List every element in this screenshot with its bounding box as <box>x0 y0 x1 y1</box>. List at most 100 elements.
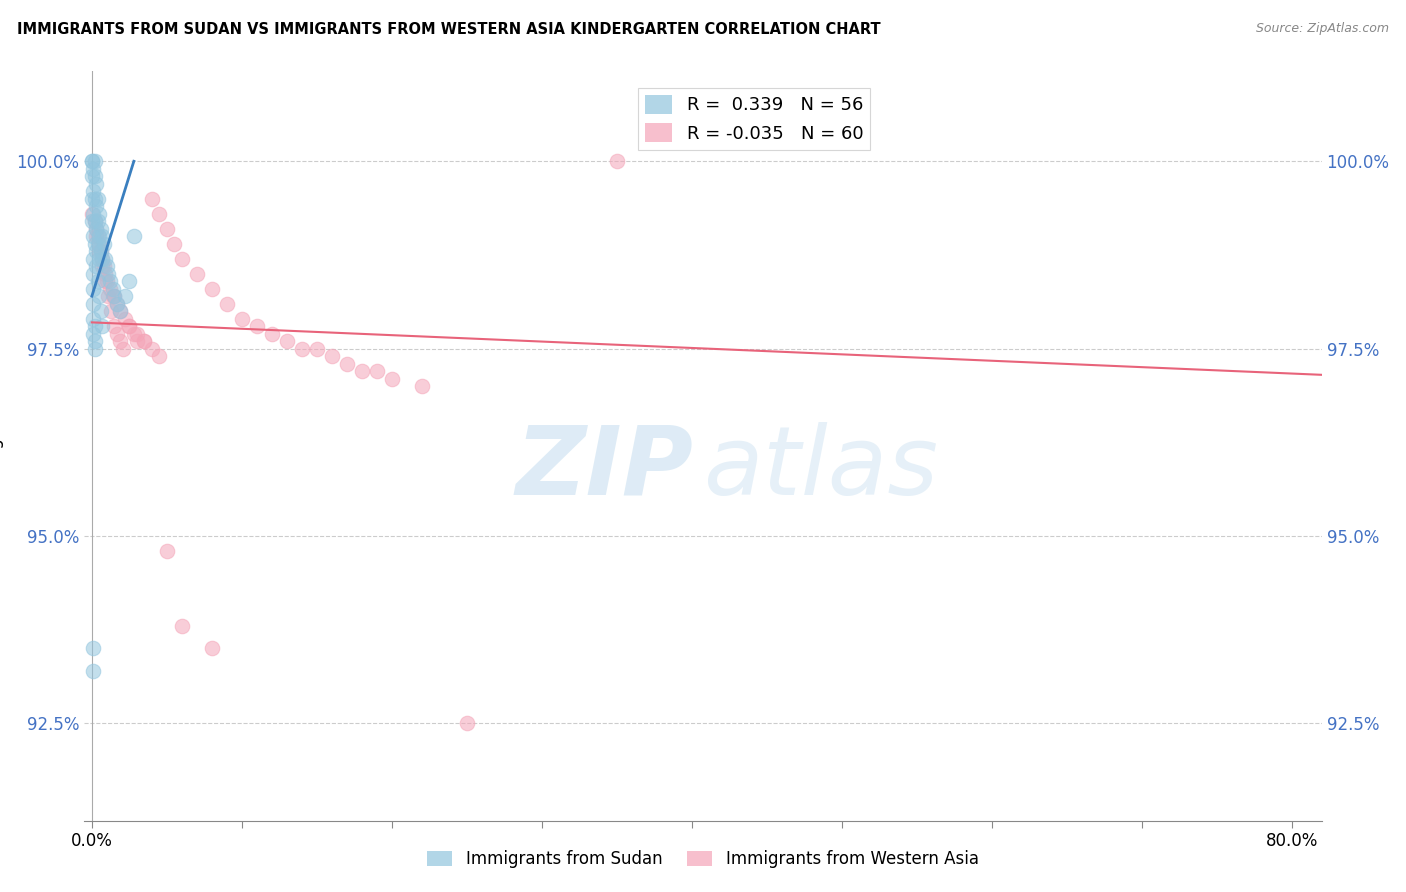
Point <box>86 221 108 235</box>
Point <box>89 207 111 221</box>
Point <box>350 364 373 378</box>
Point <box>260 326 283 341</box>
Point <box>83 342 105 356</box>
Point <box>83 214 105 228</box>
Point <box>90 304 112 318</box>
Point <box>125 334 148 348</box>
Point <box>83 334 105 348</box>
Point <box>100 304 122 318</box>
Point <box>156 221 179 235</box>
Point <box>80 169 103 184</box>
Point <box>96 259 118 273</box>
Point <box>82 229 104 244</box>
Point <box>118 319 141 334</box>
Point <box>305 342 328 356</box>
Point <box>80 214 103 228</box>
Point <box>93 236 115 251</box>
Point <box>83 192 105 206</box>
Point <box>83 236 105 251</box>
Legend: Immigrants from Sudan, Immigrants from Western Asia: Immigrants from Sudan, Immigrants from W… <box>420 844 986 875</box>
Point <box>105 296 128 310</box>
Point <box>105 326 128 341</box>
Point <box>97 267 120 281</box>
Point <box>411 379 433 393</box>
Point <box>86 244 108 259</box>
Point <box>82 641 104 656</box>
Point <box>148 207 170 221</box>
Point <box>96 274 118 288</box>
Point <box>86 177 108 191</box>
Legend: R =  0.339   N = 56, R = -0.035   N = 60: R = 0.339 N = 56, R = -0.035 N = 60 <box>638 88 870 150</box>
Point <box>606 154 628 169</box>
Point <box>97 289 120 303</box>
Point <box>87 274 110 288</box>
Text: Source: ZipAtlas.com: Source: ZipAtlas.com <box>1256 22 1389 36</box>
Point <box>125 326 148 341</box>
Point <box>156 544 179 558</box>
Point <box>103 289 125 303</box>
Point <box>105 296 128 310</box>
Point <box>122 326 145 341</box>
Point <box>110 304 132 318</box>
Point <box>118 319 141 334</box>
Point <box>83 214 105 228</box>
Point <box>82 311 104 326</box>
Point <box>101 282 124 296</box>
Point <box>89 252 111 266</box>
Point <box>215 296 238 310</box>
Point <box>82 267 104 281</box>
Y-axis label: Kindergarten: Kindergarten <box>0 392 3 500</box>
Point <box>276 334 298 348</box>
Point <box>98 282 121 296</box>
Point <box>122 229 145 244</box>
Point <box>89 244 111 259</box>
Point <box>86 229 108 244</box>
Point <box>91 259 114 273</box>
Point <box>89 236 111 251</box>
Point <box>87 214 110 228</box>
Point <box>82 296 104 310</box>
Point <box>336 357 359 371</box>
Point <box>134 334 156 348</box>
Point <box>82 161 104 176</box>
Point <box>94 267 117 281</box>
Text: ZIP: ZIP <box>515 422 693 515</box>
Point <box>170 252 193 266</box>
Point <box>83 319 105 334</box>
Point <box>381 371 404 385</box>
Point <box>103 289 125 303</box>
Point <box>110 334 132 348</box>
Point <box>91 319 114 334</box>
Point <box>366 364 388 378</box>
Point <box>89 229 111 244</box>
Point <box>90 244 112 259</box>
Point <box>82 664 104 678</box>
Point <box>86 259 108 273</box>
Point <box>141 342 163 356</box>
Point <box>291 342 314 356</box>
Point <box>114 311 136 326</box>
Point <box>201 282 224 296</box>
Point <box>148 349 170 363</box>
Point <box>80 154 103 169</box>
Point <box>321 349 343 363</box>
Point <box>103 319 125 334</box>
Point <box>83 169 105 184</box>
Point <box>246 319 269 334</box>
Point <box>94 252 117 266</box>
Point <box>112 342 135 356</box>
Point <box>86 221 108 235</box>
Point <box>82 207 104 221</box>
Text: atlas: atlas <box>703 422 938 515</box>
Point <box>91 252 114 266</box>
Point <box>110 304 132 318</box>
Point <box>91 252 114 266</box>
Point <box>90 221 112 235</box>
Point <box>201 641 224 656</box>
Point <box>80 207 103 221</box>
Point <box>101 289 124 303</box>
Point <box>87 229 110 244</box>
Point <box>170 619 193 633</box>
Point <box>118 274 141 288</box>
Point <box>82 184 104 198</box>
